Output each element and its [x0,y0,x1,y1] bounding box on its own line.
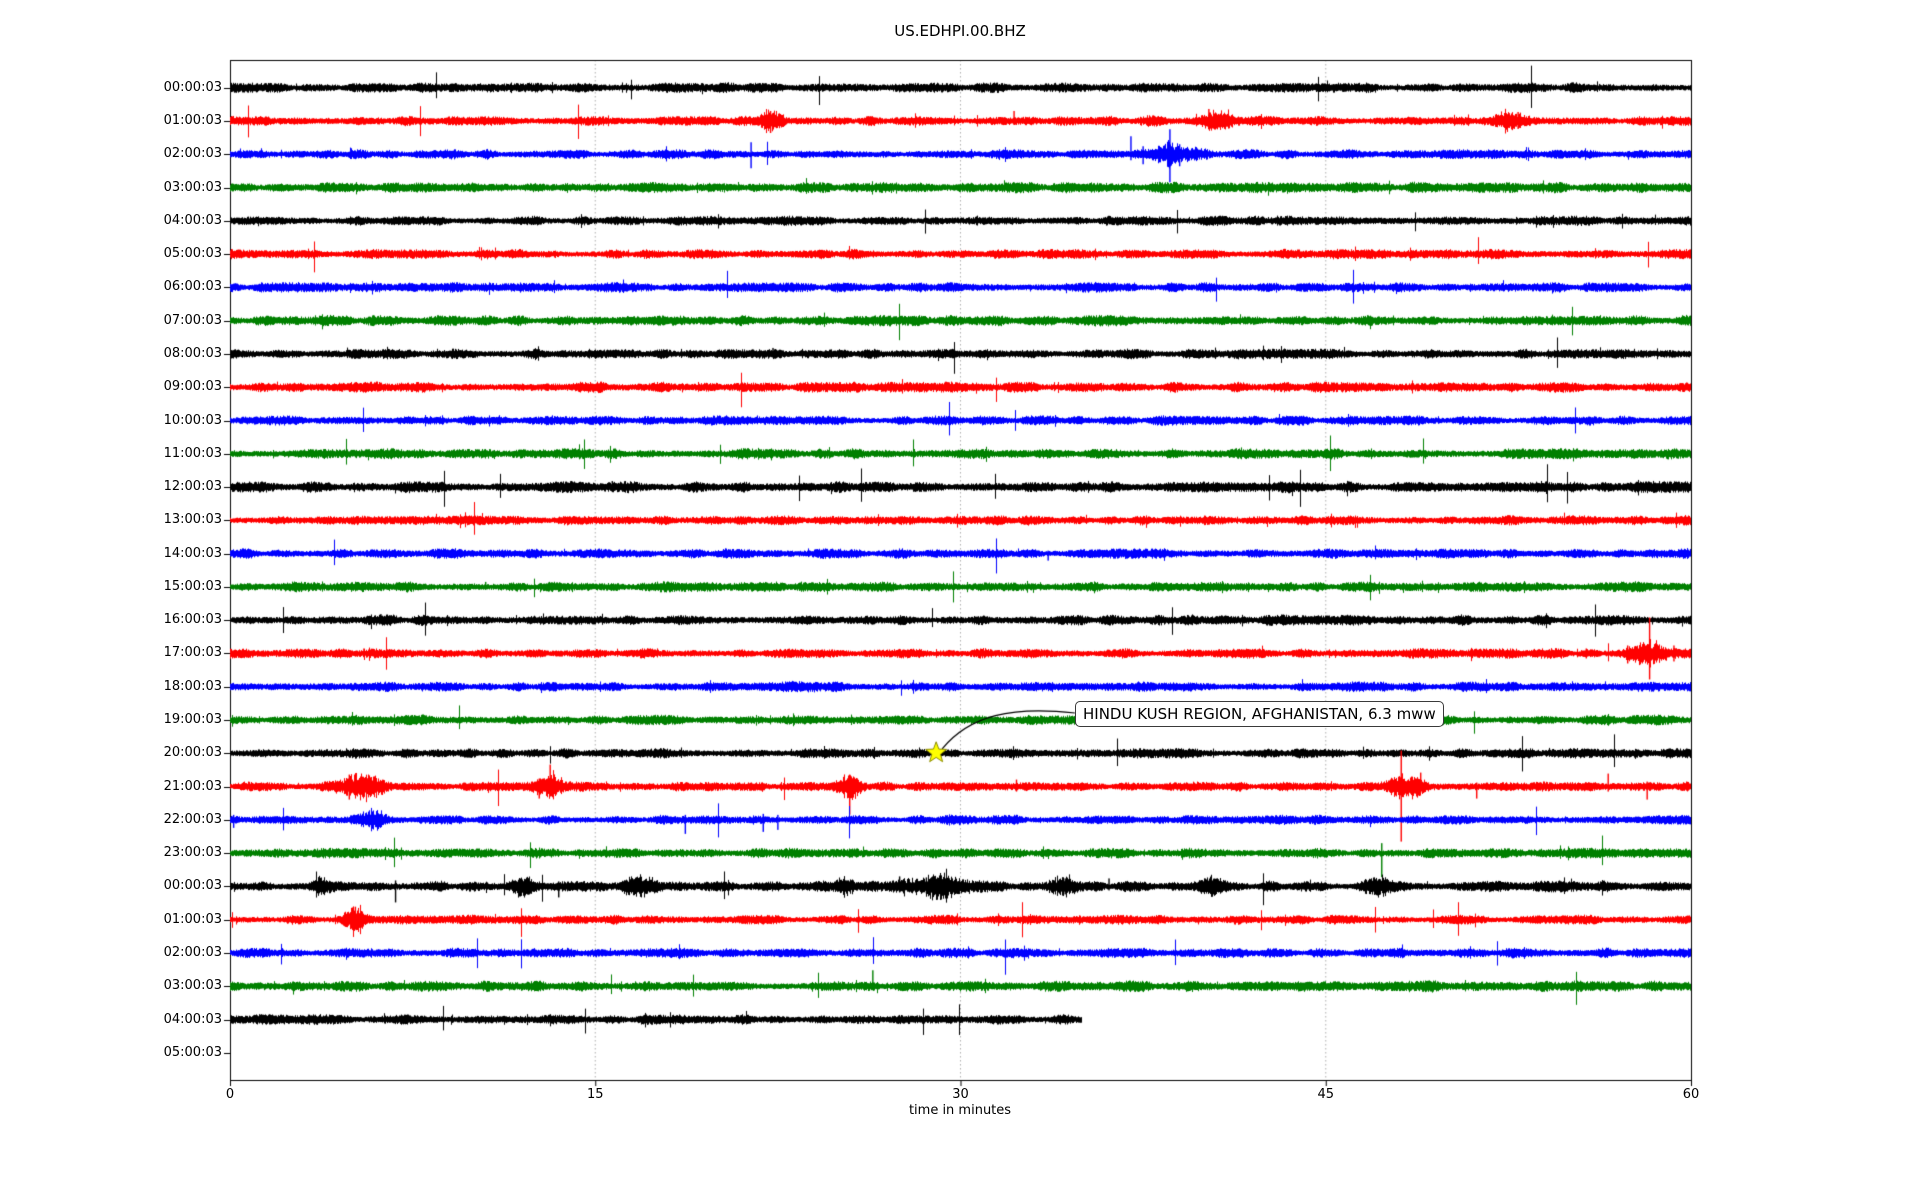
row-label: 05:00:03 [163,246,222,262]
x-tick-label: 30 [952,1087,969,1102]
row-label: 03:00:03 [163,179,222,195]
row-label: 19:00:03 [163,712,222,728]
row-label: 02:00:03 [163,146,222,162]
row-label: 20:00:03 [163,745,222,761]
row-label: 14:00:03 [163,545,222,561]
row-label: 06:00:03 [163,279,222,295]
row-label: 08:00:03 [163,345,222,361]
row-label: 23:00:03 [163,845,222,861]
x-tick-label: 15 [586,1087,604,1102]
row-label: 02:00:03 [163,944,222,960]
row-label: 01:00:03 [163,911,222,927]
x-tick-label: 60 [1682,1087,1700,1102]
row-label: 22:00:03 [163,811,222,827]
row-label: 00:00:03 [163,79,222,95]
row-label: 04:00:03 [163,212,222,228]
row-label: 07:00:03 [163,312,222,328]
row-label: 00:00:03 [163,878,222,894]
row-label: 10:00:03 [163,412,222,428]
x-tick-label: 0 [225,1087,235,1102]
row-label: 05:00:03 [163,1044,222,1060]
event-annotation: HINDU KUSH REGION, AFGHANISTAN, 6.3 mww [1075,701,1444,727]
row-label: 09:00:03 [163,379,222,395]
row-label: 01:00:03 [163,112,222,128]
row-label: 18:00:03 [163,678,222,694]
row-label: 12:00:03 [163,479,222,495]
row-label: 03:00:03 [163,978,222,994]
row-label: 17:00:03 [163,645,222,661]
x-axis-label: time in minutes [908,1103,1012,1118]
row-label: 11:00:03 [163,445,222,461]
figure-title: US.EDHPI.00.BHZ [894,22,1026,40]
row-label: 15:00:03 [163,578,222,594]
row-label: 16:00:03 [163,612,222,628]
row-label: 21:00:03 [163,778,222,794]
row-label: 04:00:03 [163,1011,222,1027]
row-label: 13:00:03 [163,512,222,528]
x-tick-label: 45 [1317,1087,1335,1102]
